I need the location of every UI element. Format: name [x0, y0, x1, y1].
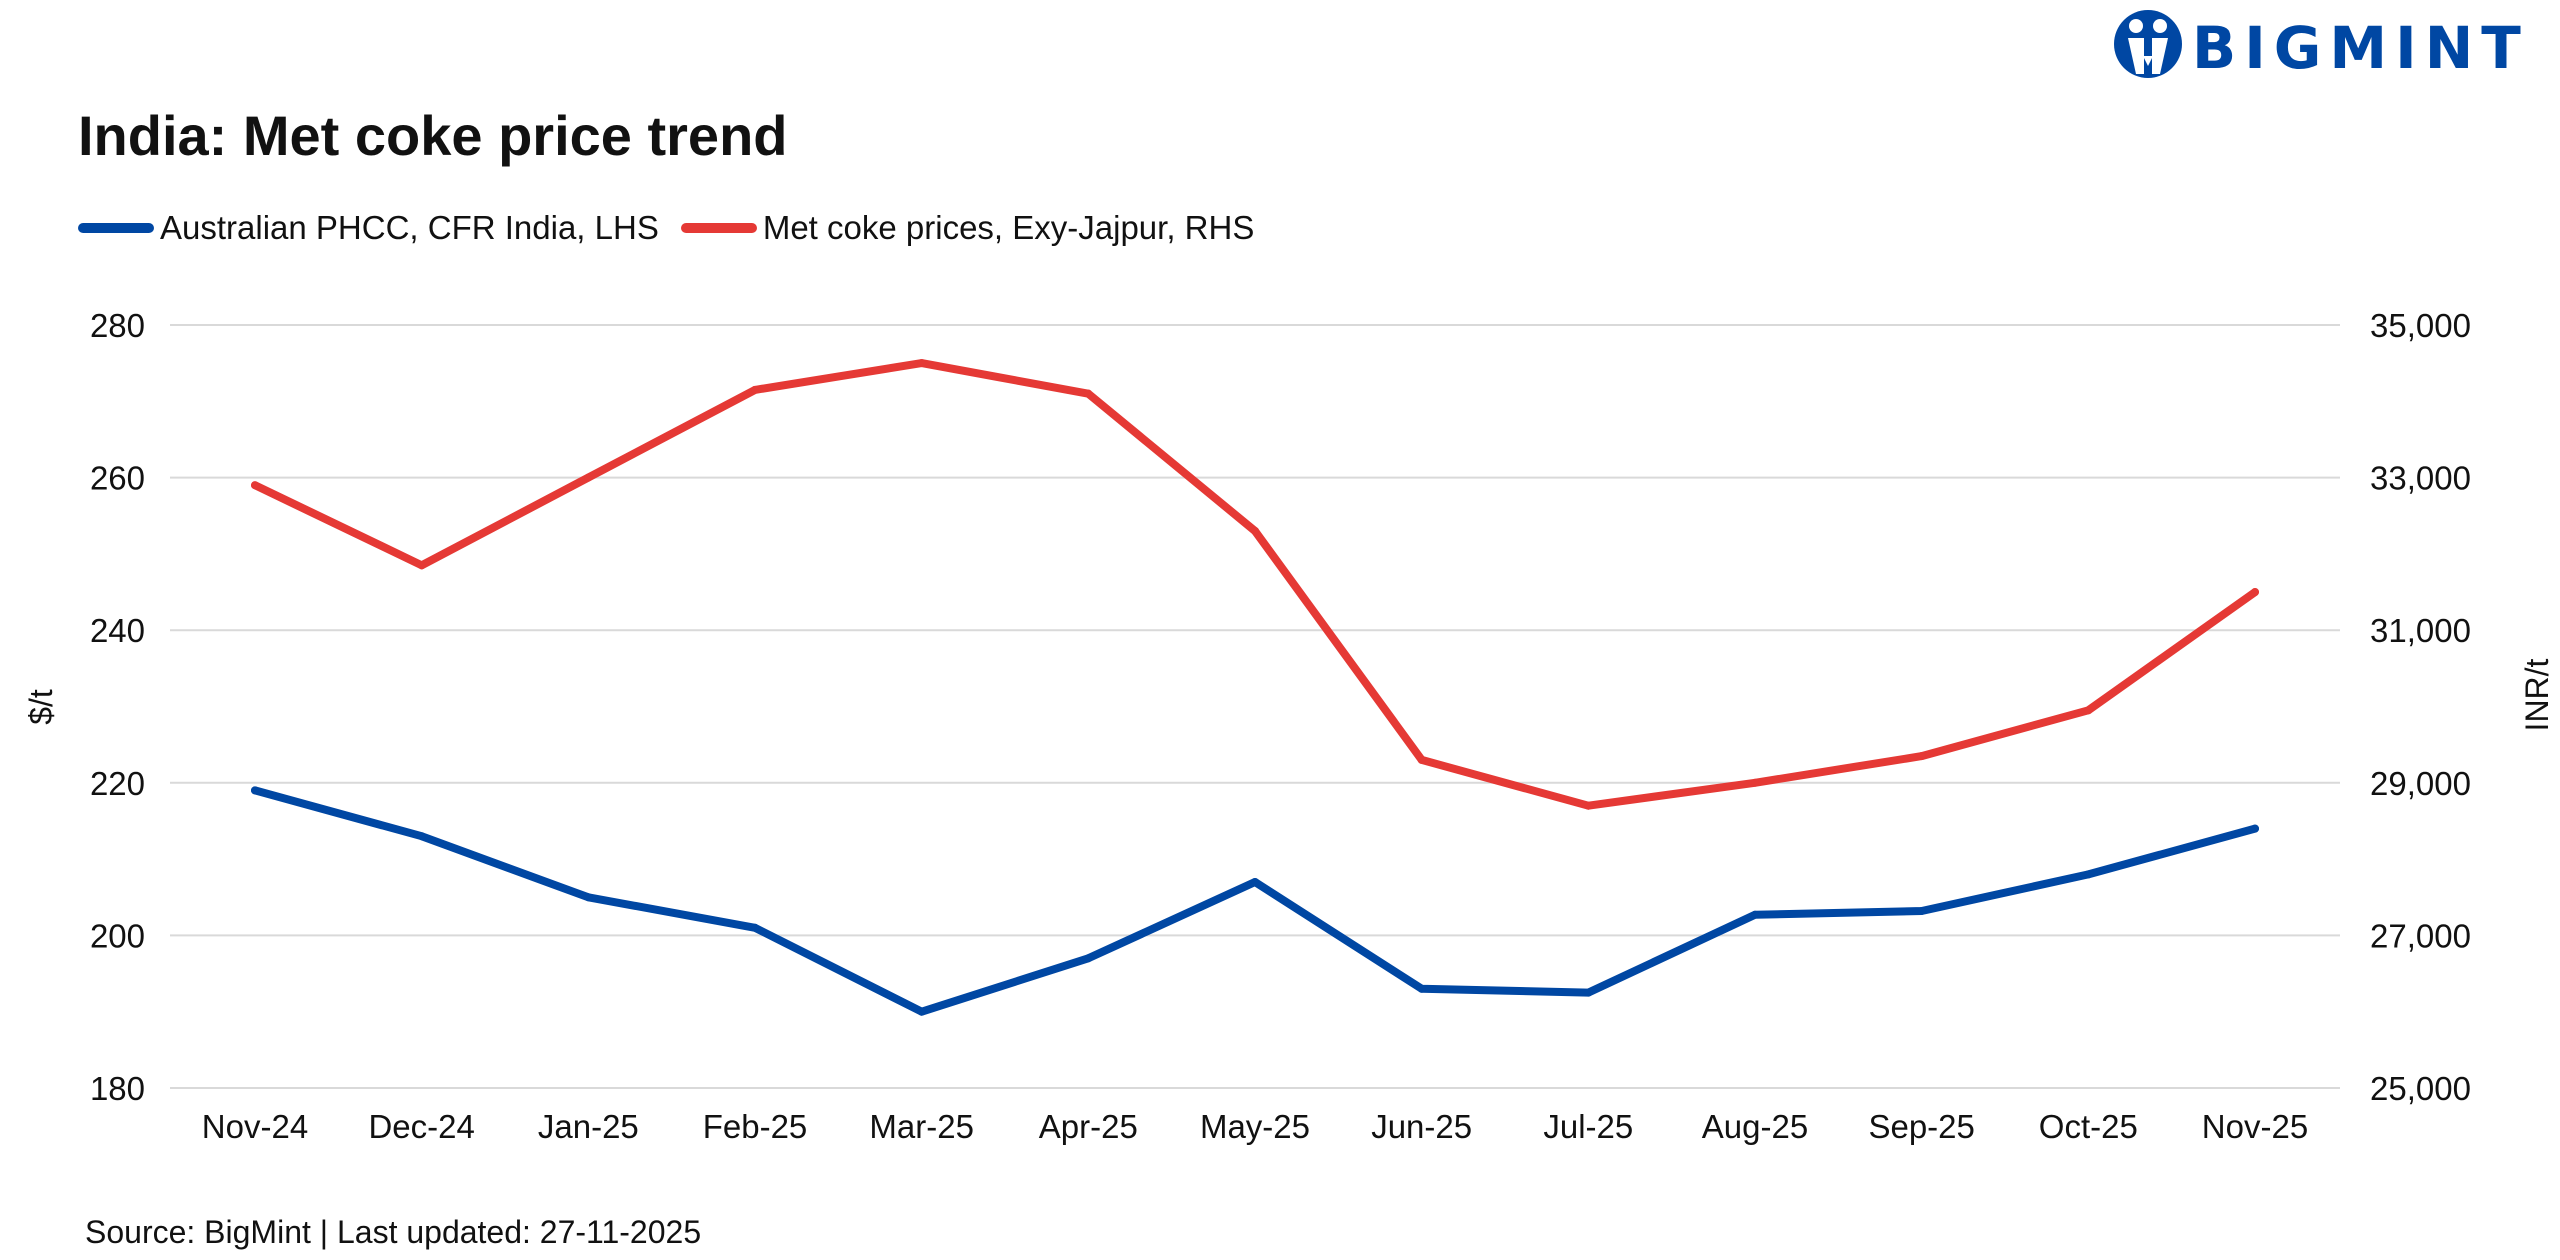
data-point-phcc: [1084, 954, 1093, 963]
data-point-phcc: [1417, 984, 1426, 993]
gridlines: [170, 324, 2340, 1089]
legend-item-met-coke: Met coke prices, Exy-Jajpur, RHS: [680, 202, 1255, 254]
bigmint-logo: BIGMINT: [2110, 4, 2521, 84]
legend-item-phcc: Australian PHCC, CFR India, LHS: [78, 202, 659, 254]
source-note: Source: BigMint | Last updated: 27-11-20…: [85, 1214, 702, 1250]
right-tick-label: 29,000: [2370, 765, 2471, 802]
x-tick-label: Mar-25: [869, 1108, 974, 1145]
data-point-met-coke: [1917, 752, 1926, 761]
x-tick-label: Aug-25: [1702, 1108, 1808, 1145]
data-point-phcc: [417, 832, 426, 841]
left-tick-label: 260: [90, 460, 145, 497]
right-tick-label: 35,000: [2370, 307, 2471, 344]
x-axis-ticks: Nov-24 Dec-24 Jan-25 Feb-25 Mar-25 Apr-25 May-…: [202, 1108, 2308, 1145]
chart-legend: Australian PHCC, CFR India, LHS Met coke…: [78, 202, 1276, 254]
line-chart: 180 200 220 240 260 280 25,000 27,000 29,000 31,…: [23, 307, 2555, 1145]
right-tick-label: 33,000: [2370, 460, 2471, 497]
data-point-met-coke: [751, 385, 759, 394]
left-tick-label: 200: [90, 917, 145, 954]
legend-label-met-coke: Met coke prices, Exy-Jajpur, RHS: [762, 209, 1255, 246]
left-tick-label: 180: [90, 1070, 145, 1107]
x-tick-label: Nov-25: [2202, 1108, 2308, 1145]
x-tick-label: Jul-25: [1543, 1108, 1633, 1145]
left-tick-label: 240: [90, 612, 145, 649]
legend-swatch-phcc: [78, 223, 154, 233]
x-tick-label: Jun-25: [1371, 1108, 1472, 1145]
data-point-met-coke: [584, 473, 593, 482]
x-tick-label: Jan-25: [538, 1108, 639, 1145]
data-point-met-coke: [1084, 389, 1093, 398]
chart-title: India: Met coke price trend: [78, 104, 788, 167]
legend-swatch-met-coke: [680, 223, 757, 233]
data-point-met-coke: [1251, 527, 1259, 536]
data-point-met-coke: [251, 481, 259, 490]
x-tick-label: Nov-24: [202, 1108, 308, 1145]
data-point-phcc: [1917, 906, 1926, 915]
series-line-met-coke: [251, 359, 2259, 810]
series-line-phcc: [251, 786, 2259, 1016]
data-point-met-coke: [2084, 706, 2093, 715]
data-point-met-coke: [917, 359, 926, 368]
legend-label-phcc: Australian PHCC, CFR India, LHS: [160, 209, 659, 246]
x-tick-label: May-25: [1200, 1108, 1310, 1145]
right-axis-ticks: 25,000 27,000 29,000 31,000 33,000 35,000: [2370, 307, 2471, 1107]
data-point-phcc: [1251, 877, 1259, 886]
x-tick-label: Sep-25: [1868, 1108, 1974, 1145]
data-point-phcc: [2084, 870, 2093, 879]
data-point-met-coke: [1584, 801, 1593, 810]
bigmint-people-logo-icon: [2114, 10, 2182, 78]
left-tick-label: 220: [90, 765, 145, 802]
right-tick-label: 25,000: [2370, 1070, 2471, 1107]
data-point-phcc: [751, 923, 759, 932]
data-point-met-coke: [417, 561, 426, 570]
logo-text: BIGMINT: [2192, 14, 2529, 82]
x-tick-label: Oct-25: [2039, 1108, 2138, 1145]
x-tick-label: Dec-24: [368, 1108, 474, 1145]
data-point-met-coke: [2251, 588, 2259, 597]
left-axis-title: $/t: [23, 689, 59, 725]
data-point-phcc: [2251, 824, 2259, 833]
data-point-phcc: [1584, 988, 1593, 997]
right-tick-label: 31,000: [2370, 612, 2471, 649]
left-axis-ticks: 180 200 220 240 260 280: [90, 307, 145, 1107]
data-point-phcc: [917, 1007, 926, 1016]
right-axis-title: INR/t: [2519, 658, 2555, 731]
left-tick-label: 280: [90, 307, 145, 344]
x-tick-label: Apr-25: [1039, 1108, 1138, 1145]
data-point-phcc: [1751, 910, 1759, 919]
series-lines: [251, 359, 2259, 1016]
data-point-met-coke: [1751, 778, 1759, 787]
right-tick-label: 27,000: [2370, 917, 2471, 954]
x-tick-label: Feb-25: [703, 1108, 808, 1145]
data-point-met-coke: [1417, 755, 1426, 764]
data-point-phcc: [584, 893, 593, 902]
data-point-phcc: [251, 786, 259, 795]
